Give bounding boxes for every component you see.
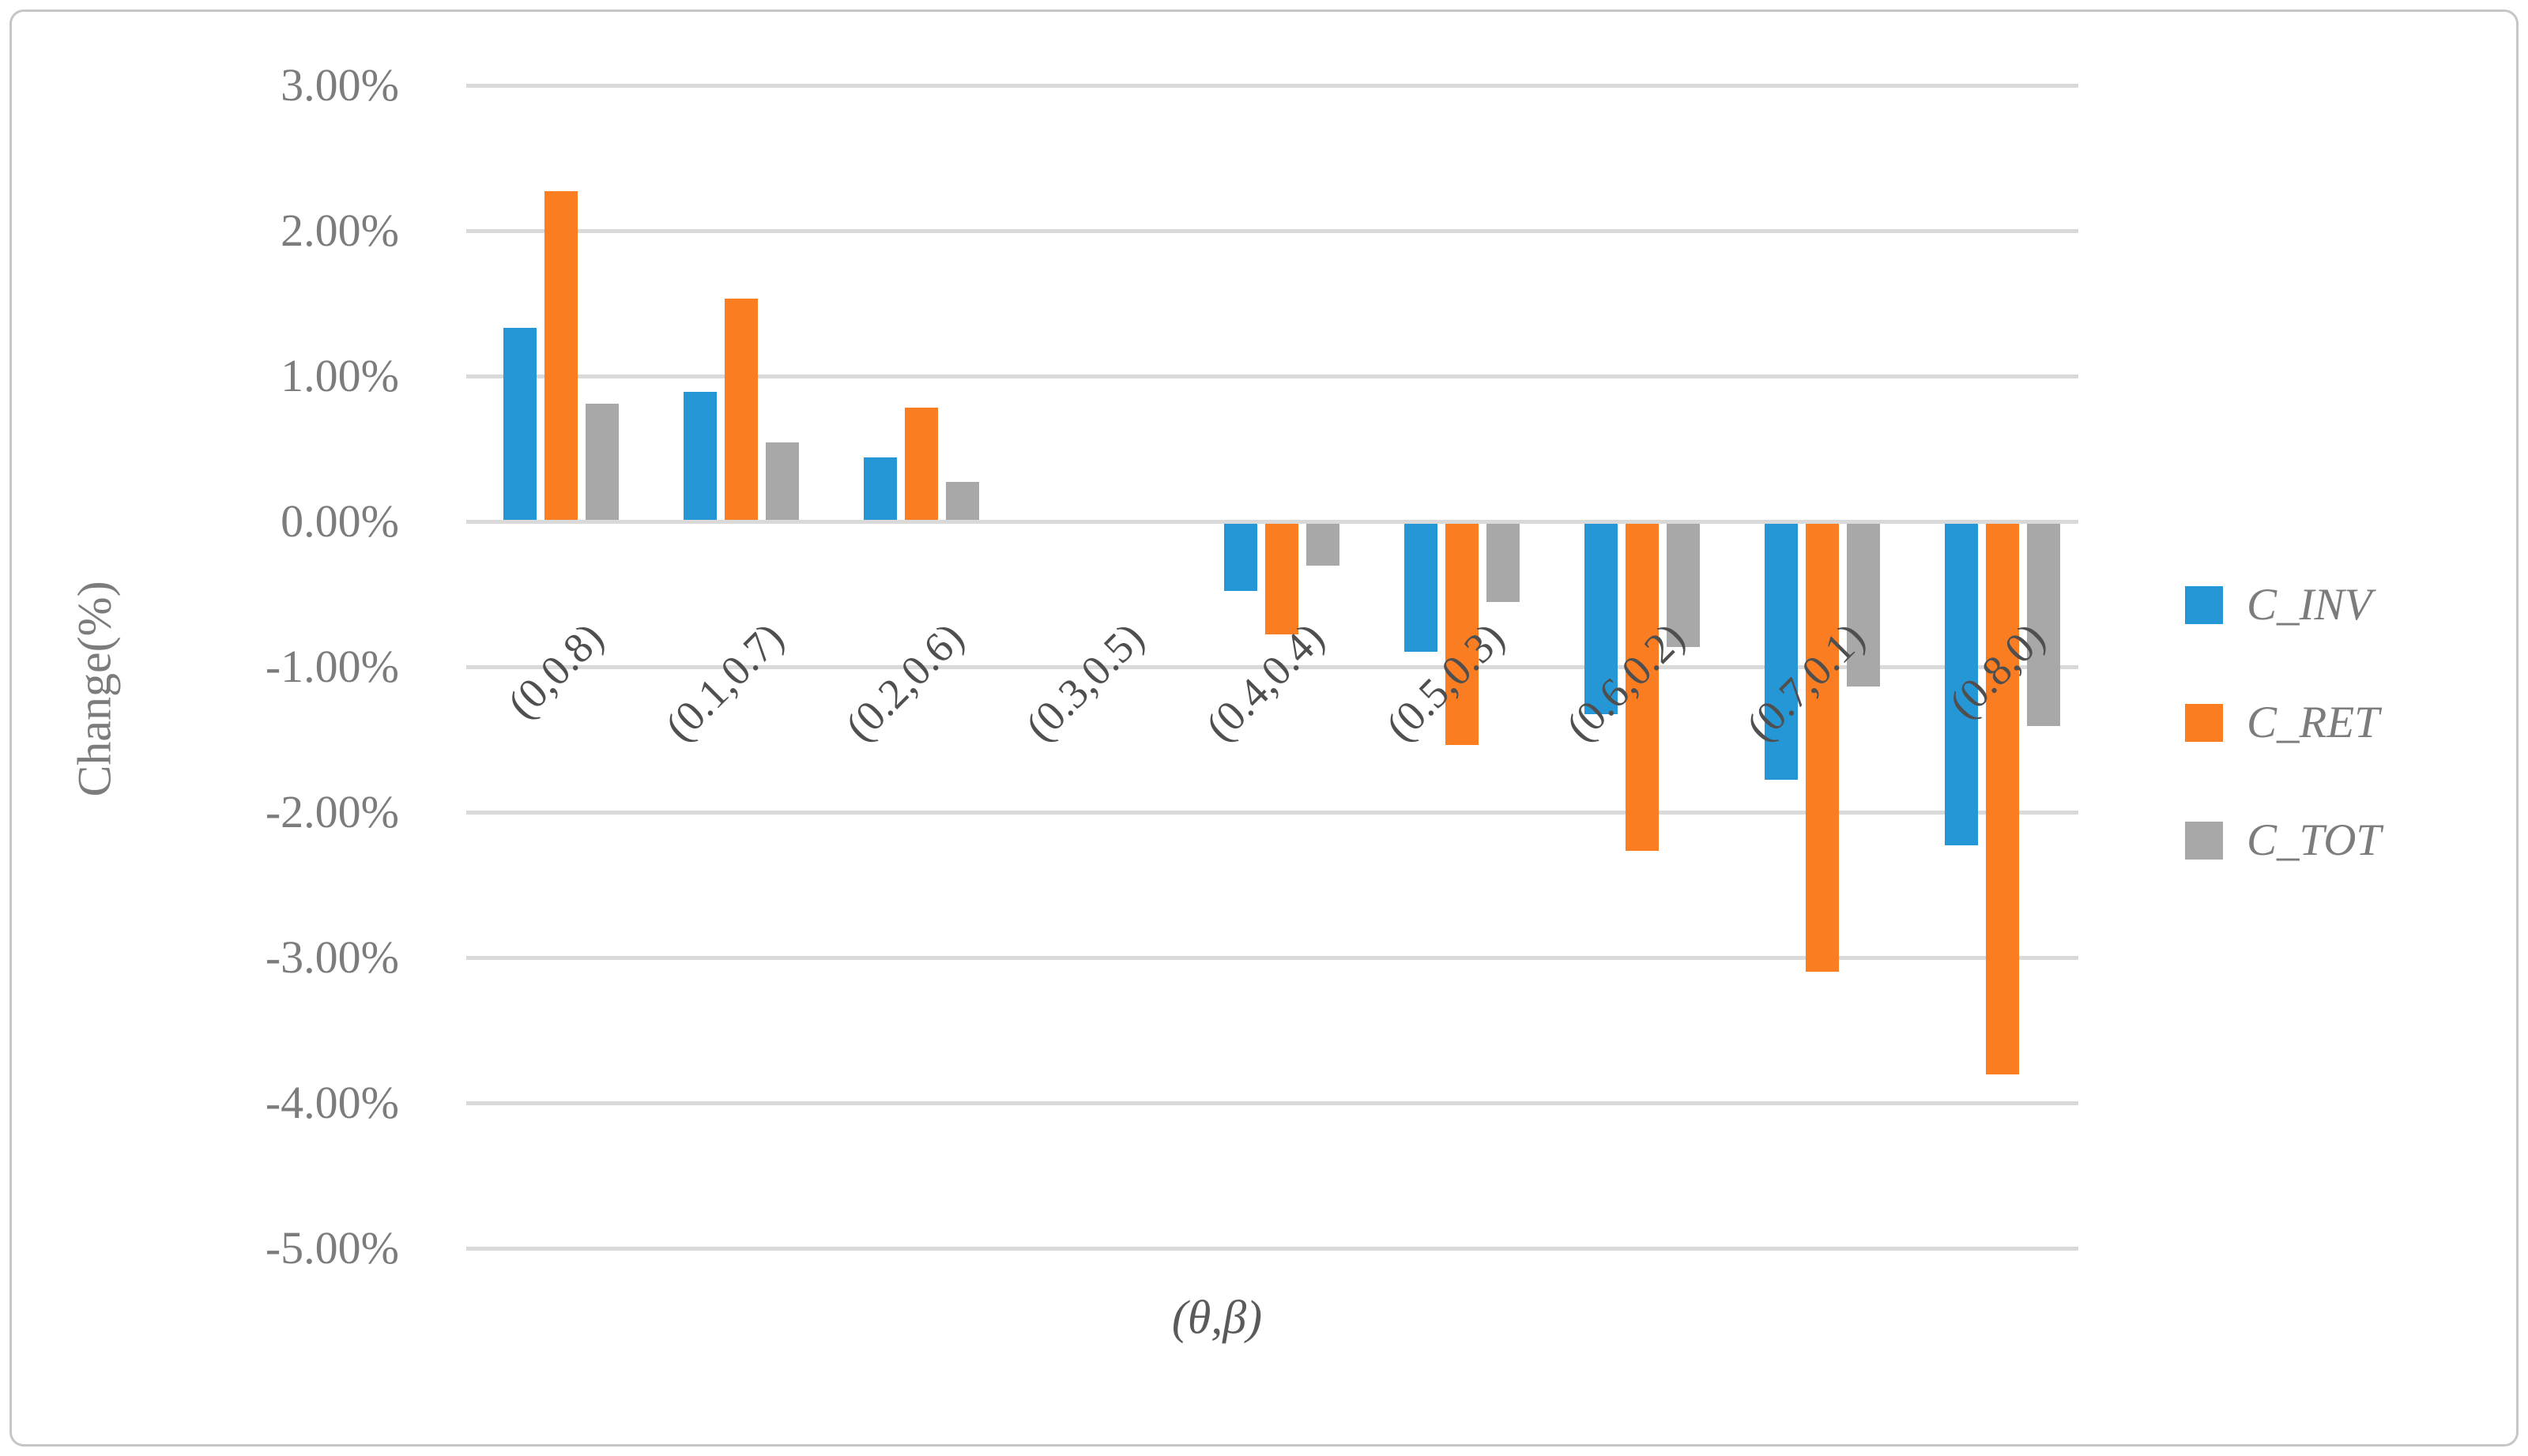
- bar-c_ret-2: [905, 408, 938, 520]
- legend-entry-c_tot: C_TOT: [2185, 818, 2381, 863]
- bar-c_tot-2: [946, 482, 979, 520]
- y-tick-label: 0.00%: [281, 495, 399, 547]
- y-tick-label: 1.00%: [281, 350, 399, 401]
- y-tick-label: -1.00%: [265, 641, 399, 692]
- x-axis-title: (θ,β): [1171, 1291, 1263, 1344]
- bar-c_tot-6: [1667, 524, 1700, 648]
- bar-c_tot-4: [1306, 524, 1339, 566]
- legend-swatch-icon: [2185, 822, 2223, 860]
- gridline-0.00%: [466, 520, 2078, 524]
- gridline--5.00%: [466, 1247, 2078, 1251]
- bar-c_inv-1: [684, 392, 717, 520]
- bar-c_inv-7: [1765, 524, 1798, 780]
- bar-c_inv-8: [1945, 524, 1978, 845]
- gridline-2.00%: [466, 229, 2078, 233]
- legend-label: C_RET: [2247, 698, 2379, 747]
- bar-c_tot-7: [1847, 524, 1880, 687]
- gridline--4.00%: [466, 1101, 2078, 1105]
- bar-c_ret-1: [725, 299, 758, 520]
- y-tick-label: -3.00%: [265, 931, 399, 983]
- gridline-1.00%: [466, 374, 2078, 378]
- bar-c_inv-6: [1584, 524, 1618, 715]
- bar-c_ret-0: [544, 191, 578, 520]
- bar-c_tot-8: [2027, 524, 2060, 726]
- legend-label: C_TOT: [2247, 815, 2382, 865]
- legend-entry-c_ret: C_RET: [2185, 698, 2381, 747]
- bar-c_inv-5: [1404, 524, 1437, 652]
- bar-c_inv-0: [503, 328, 537, 520]
- bar-c_inv-4: [1224, 524, 1257, 591]
- legend-entry-c_inv: C_INV: [2185, 580, 2381, 630]
- figure-border: [9, 9, 2519, 1447]
- y-tick-label: 2.00%: [281, 205, 399, 256]
- gridline-3.00%: [466, 84, 2078, 88]
- bar-c_tot-5: [1486, 524, 1520, 603]
- bar-c_ret-4: [1265, 524, 1298, 634]
- bar-c_tot-0: [586, 403, 619, 520]
- legend-label: C_INV: [2247, 580, 2372, 630]
- bar-c_inv-2: [864, 457, 897, 520]
- bar-c_ret-7: [1806, 524, 1839, 972]
- legend-swatch-icon: [2185, 704, 2223, 742]
- bar-c_ret-8: [1986, 524, 2019, 1075]
- gridline--1.00%: [466, 665, 2078, 669]
- gridline--3.00%: [466, 956, 2078, 960]
- y-tick-label: -5.00%: [265, 1222, 399, 1274]
- gridline--2.00%: [466, 811, 2078, 815]
- y-tick-label: 3.00%: [281, 59, 399, 111]
- y-tick-label: -4.00%: [265, 1077, 399, 1128]
- legend: C_INV C_RET C_TOT: [2185, 580, 2381, 936]
- legend-swatch-icon: [2185, 586, 2223, 624]
- bar-c_tot-1: [766, 442, 799, 520]
- bar-c_ret-6: [1626, 524, 1659, 851]
- y-tick-label: -2.00%: [265, 786, 399, 837]
- bar-c_ret-5: [1445, 524, 1479, 745]
